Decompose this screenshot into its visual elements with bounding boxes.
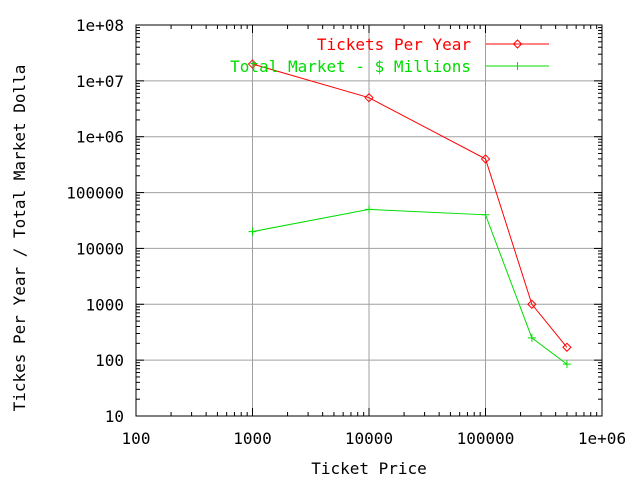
series-line — [252, 208, 568, 365]
data-point-marker — [562, 360, 571, 369]
data-point-marker — [248, 227, 257, 236]
y-tick-label: 100000 — [66, 184, 124, 203]
x-axis-label: Ticket Price — [311, 459, 427, 478]
data-point-marker — [562, 342, 572, 352]
x-tick-label: 10000 — [345, 429, 393, 448]
y-tick-label: 1000 — [85, 295, 124, 314]
legend-marker — [513, 62, 522, 70]
data-point-marker — [481, 210, 490, 219]
legend-label: Total Market - $ Millions — [230, 57, 471, 76]
data-point-marker — [527, 299, 537, 309]
x-tick-label: 1000 — [233, 429, 272, 448]
y-tick-label: 1e+07 — [76, 72, 124, 91]
series — [247, 59, 572, 369]
legend-marker — [512, 39, 523, 49]
tick-labels: 100 1000 10000 100000 1e+06 10 100 1000 10000 100… — [66, 16, 626, 448]
grid-lines — [136, 25, 602, 416]
y-axis-label: Tickes Per Year / Total Market Dolla — [10, 65, 29, 412]
legend-label: Tickets Per Year — [317, 35, 471, 54]
data-point-marker — [527, 333, 536, 342]
x-tick-label: 100000 — [457, 429, 515, 448]
legend: Tickets Per Year Total Market - $ Million… — [230, 35, 549, 76]
x-tick-label: 100 — [122, 429, 151, 448]
data-point-marker — [247, 59, 258, 69]
minor-ticks — [135, 24, 603, 417]
series-line — [252, 63, 568, 348]
x-tick-label: 1e+06 — [578, 429, 626, 448]
y-tick-label: 1e+06 — [76, 128, 124, 147]
y-tick-label: 1e+08 — [76, 16, 124, 35]
y-tick-label: 10 — [105, 407, 124, 426]
data-point-marker — [480, 154, 491, 164]
data-point-marker — [365, 205, 373, 214]
y-tick-label: 100 — [95, 351, 124, 370]
y-tick-label: 10000 — [76, 239, 124, 258]
data-point-marker — [364, 92, 374, 103]
